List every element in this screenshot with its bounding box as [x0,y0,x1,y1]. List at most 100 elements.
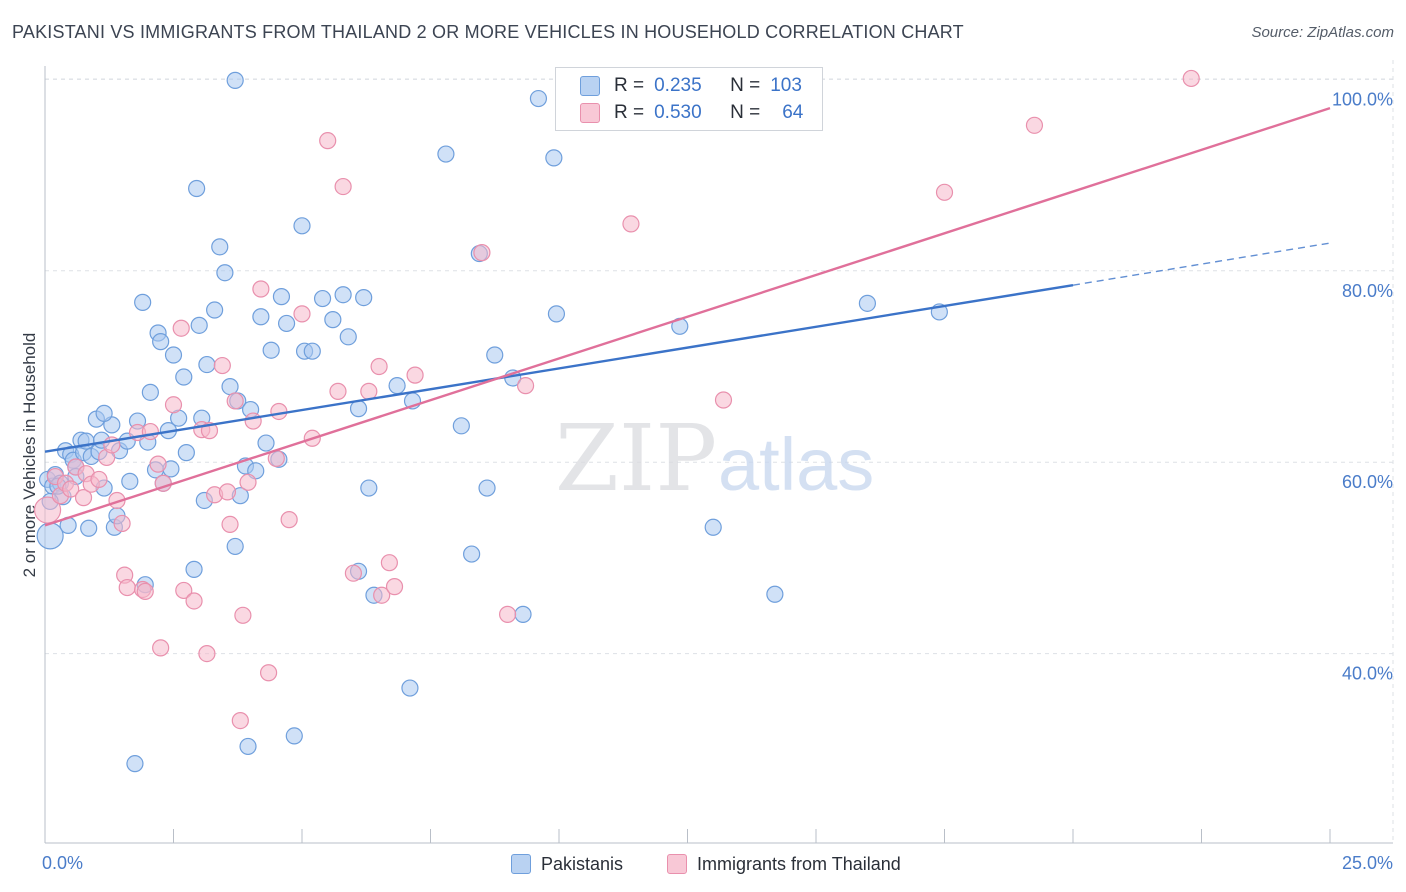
pakistanis-point [141,383,159,401]
thailand-point [380,554,398,572]
thailand-point [226,392,244,410]
pakistanis-point [121,472,139,490]
thailand-point [74,489,93,507]
thailand-point [259,664,278,682]
pakistanis-point [262,341,280,359]
y-tick-label: 80.0% [1342,281,1393,301]
pakistanis-point [175,368,193,386]
legend-n-label: N = [730,75,761,96]
thailand-point [118,578,136,597]
pakistanis-point [226,537,244,556]
thailand-point [231,711,249,730]
pakistanis-points [36,71,948,773]
y-tick-label: 100.0% [1332,89,1393,109]
legend-n-label: N = [730,102,761,123]
thailand-point [360,382,378,400]
legend-n-value: 103 [770,75,802,96]
bottom-legend-pakistanis: Pakistanis [511,852,623,876]
x-tick-label-right: 25.0% [1342,853,1393,873]
thailand-point [218,483,237,501]
thailand-point [373,586,391,604]
pakistanis-point [211,238,229,256]
pakistanis-trend-extension [1072,242,1331,286]
pakistanis-point [339,328,357,346]
pakistanis-point [463,545,481,563]
thailand-point [33,496,62,524]
pakistanis-point [704,518,722,536]
y-tick-labels: 40.0% 60.0% 80.0% 100.0% [1332,89,1393,683]
pakistanis-point [164,346,183,364]
pakistanis-point [272,288,291,306]
pakistanis-point [437,145,455,163]
legend-swatch-pink [580,103,600,123]
watermark-atlas: atlas [718,423,874,506]
pakistanis-point [349,400,368,418]
pakistanis-point [152,333,170,351]
thailand-point [164,396,183,414]
pakistanis-point [185,560,203,578]
thailand-point [385,578,404,596]
pakistanis-point [257,434,275,452]
pakistanis-point [401,679,419,697]
thailand-points [33,69,1200,730]
pakistanis-point [478,479,496,497]
pakistanis-point [486,346,504,364]
thailand-point [152,639,170,657]
y-tick-label: 60.0% [1342,472,1393,492]
pakistanis-point [126,755,144,773]
thailand-point [270,402,288,421]
legend-r-value: 0.530 [654,102,702,123]
trend-lines [44,106,1331,527]
thailand-point [198,644,216,663]
pakistanis-point [177,444,195,462]
axes [44,66,1393,844]
thailand-point [1182,69,1200,88]
legend-box: R = 0.235 N = 103 R = 0.530 N = 64 [555,67,823,131]
thailand-point [714,391,733,409]
pakistanis-point [95,404,113,422]
bottom-legend-thailand: Immigrants from Thailand [667,852,901,876]
pakistanis-point [858,294,877,312]
pakistanis-point [545,149,563,167]
thailand-point [113,514,131,533]
thailand-point [172,319,190,337]
thailand-point [175,581,193,600]
legend-row-thailand: R = 0.530 N = 64 [580,101,803,125]
legend-r-label: R = [614,102,645,123]
thailand-point [622,215,640,233]
thailand-point [136,582,154,600]
legend-swatch-blue [580,76,600,96]
legend-r-label: R = [614,75,645,96]
thailand-point [221,515,239,534]
pakistanis-point [206,301,224,319]
pakistanis-point [514,605,532,623]
pakistanis-point [529,89,548,108]
pakistanis-point [80,519,98,537]
watermark: ZIP atlas [555,405,874,512]
thailand-point [499,605,517,623]
pakistanis-point [452,417,470,435]
legend-n-value: 64 [782,102,804,123]
thailand-point [141,422,159,441]
legend-r-value: 0.235 [654,75,702,96]
pakistanis-point [303,342,321,360]
thailand-point [239,473,257,491]
thailand-point [185,592,203,610]
watermark-zip: ZIP [555,405,717,512]
pakistanis-trend-line [44,283,1074,453]
pakistanis-point [388,377,406,395]
pakistanis-point [360,479,378,497]
thailand-point [516,377,535,395]
thailand-point [319,132,337,150]
thailand-point [473,244,491,262]
pakistanis-point [188,179,206,198]
thailand-point [213,356,231,375]
thailand-point [244,412,262,430]
pakistanis-point [198,355,216,374]
pakistanis-point [313,289,332,308]
pakistanis-point [334,286,352,304]
pakistanis-point [190,316,208,334]
pakistanis-point [324,311,342,329]
bottom-legend-swatch-blue [511,854,531,874]
